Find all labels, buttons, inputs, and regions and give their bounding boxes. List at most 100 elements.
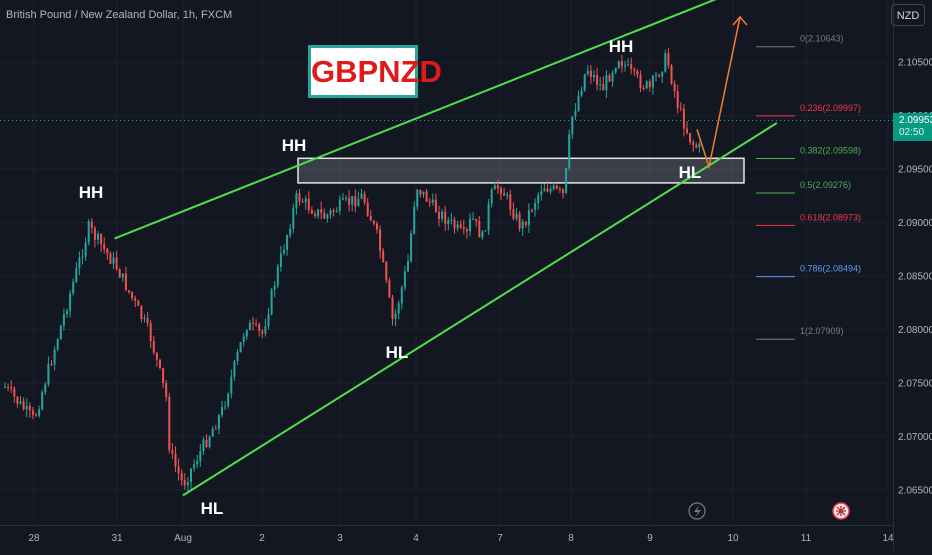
candle-body (599, 84, 602, 86)
candle-body (131, 291, 134, 299)
candle-body (66, 310, 68, 315)
candle-body (527, 209, 530, 226)
candle-body (230, 376, 233, 394)
candle-body (236, 352, 239, 361)
candle-body (555, 185, 558, 189)
candle-body (580, 90, 583, 96)
candle-body (689, 133, 692, 143)
candle-body (682, 109, 685, 129)
hl-label: HL (679, 163, 702, 182)
candle-body (574, 110, 577, 117)
candle-body (304, 198, 307, 203)
candle-body (478, 221, 481, 238)
candle-body (329, 210, 332, 215)
candle-body (279, 253, 282, 267)
candle-body (611, 72, 614, 82)
candle-body (515, 213, 518, 219)
candle-body (196, 461, 199, 465)
candle-body (165, 383, 168, 398)
candle-body (217, 415, 220, 429)
projection-arrowhead (732, 15, 748, 26)
candle-body (214, 428, 217, 430)
candle-body (255, 323, 258, 325)
candle-body (695, 144, 698, 148)
candle-body (351, 196, 354, 205)
candle-body (335, 210, 338, 212)
candle-body (648, 81, 651, 88)
candle-body (552, 185, 555, 189)
candle-body (289, 228, 292, 236)
candle-body (348, 197, 351, 205)
channel-upper-line (114, 0, 717, 240)
candle-body (465, 229, 468, 232)
candle-body (568, 134, 571, 169)
candle-body (608, 75, 611, 82)
candle-body (673, 83, 676, 92)
bar-countdown: 02:50 (899, 127, 925, 138)
candle-body (100, 233, 103, 245)
candle-body (81, 256, 84, 258)
candle-body (273, 285, 276, 290)
channel-lower-line (182, 122, 778, 497)
candle-body (667, 53, 670, 66)
candle-body (630, 64, 633, 69)
candle-body (624, 65, 626, 67)
candle-body (90, 221, 93, 229)
price-axis-tick-label: 2.09500 (898, 165, 932, 176)
candle-body (453, 219, 456, 229)
hl-label: HL (386, 343, 409, 362)
candle-body (661, 71, 664, 77)
candle-body (323, 212, 326, 219)
candle-body (577, 95, 580, 111)
candle-body (382, 250, 385, 263)
candle-body (388, 280, 391, 298)
candle-body (500, 188, 502, 194)
price-axis-tick-label: 2.07500 (898, 379, 932, 390)
candle-body (664, 53, 667, 72)
candle-body (469, 219, 471, 232)
candle-body (562, 189, 564, 194)
currency-button[interactable]: NZD (891, 4, 925, 26)
candle-body (692, 142, 695, 145)
candle-body (518, 213, 521, 229)
candle-body (7, 387, 10, 389)
candle-body (276, 266, 279, 286)
candle-body (397, 303, 400, 314)
candle-body (636, 71, 639, 75)
candle-body (227, 393, 230, 407)
time-axis[interactable]: 28 31 Aug 2 3 4 7 8 9 10 11 14 (28, 533, 894, 544)
candle-body (658, 75, 661, 77)
time-axis-tick-label: Aug (174, 533, 192, 544)
fib-level-label: 0.382(2.09598) (800, 146, 861, 156)
candle-body (602, 84, 605, 91)
lightning-icon[interactable] (688, 502, 706, 520)
candle-body (531, 209, 533, 211)
candle-body (354, 196, 357, 207)
candle-body (422, 191, 425, 195)
candle-body (56, 339, 59, 350)
candle-body (248, 322, 251, 331)
candle-body (208, 436, 211, 447)
candle-body (97, 233, 99, 240)
candle-body (558, 188, 561, 190)
candle-body (44, 384, 47, 393)
flag-icon[interactable] (832, 502, 850, 520)
candle-body (155, 352, 158, 360)
supply-zone-rect (297, 157, 745, 184)
candle-body (369, 215, 372, 221)
candle-body (549, 188, 552, 192)
hl-label: HL (201, 499, 224, 518)
candle-body (379, 229, 382, 251)
time-axis-tick-label: 28 (28, 533, 40, 544)
candle-body (174, 453, 177, 467)
symbol-banner-text: GBPNZD (311, 54, 442, 89)
candle-body (459, 224, 462, 228)
candle-body (162, 367, 165, 384)
candle-body (320, 209, 323, 213)
candle-body (124, 273, 127, 291)
projection-arrow (696, 16, 741, 170)
time-axis-tick-label: 4 (413, 533, 419, 544)
candle-body (87, 221, 90, 243)
